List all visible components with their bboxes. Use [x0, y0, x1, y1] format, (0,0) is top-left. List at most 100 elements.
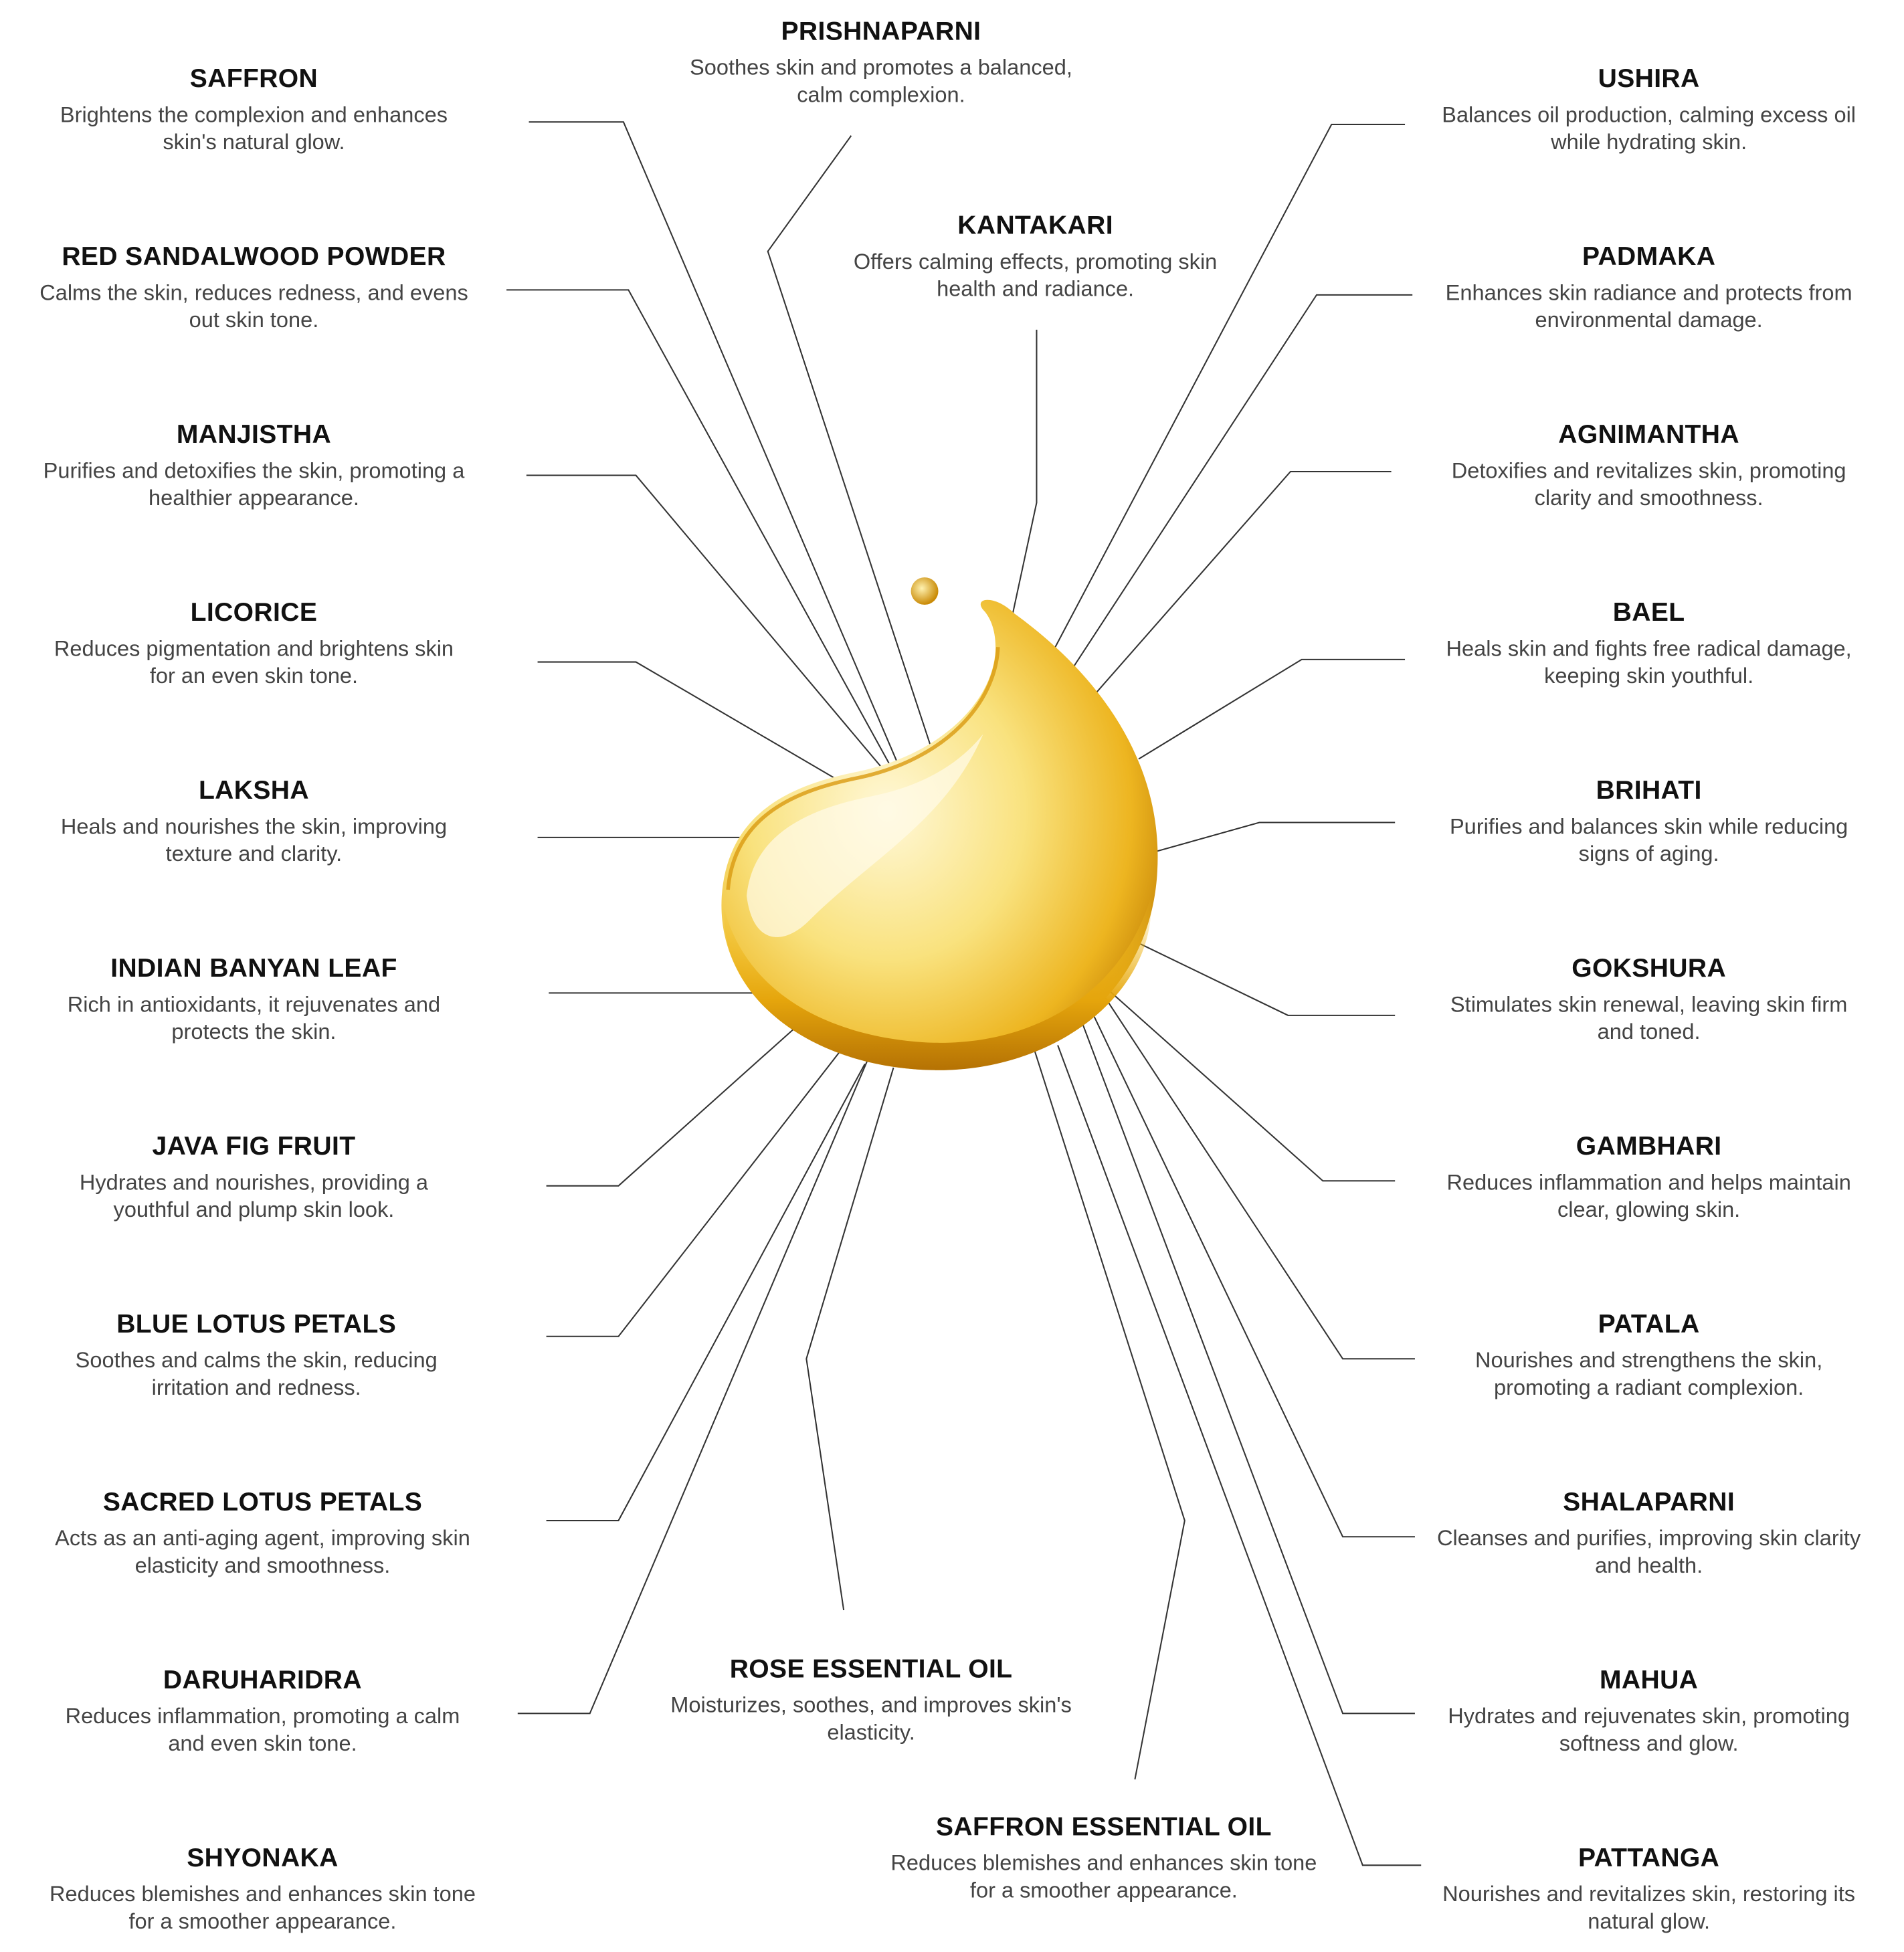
description-line: Reduces inflammation, promoting a calm [65, 1703, 460, 1729]
ingredient-description: Detoxifies and revitalizes skin, promoti… [1452, 457, 1846, 512]
ingredient-sacred-lotus-petals: SACRED LOTUS PETALS Acts as an anti-aging… [55, 1487, 470, 1579]
ingredient-padmaka: PADMAKA Enhances skin radiance and protec… [1446, 241, 1852, 334]
oil-droplet [721, 577, 1158, 1070]
ingredient-title: ROSE ESSENTIAL OIL [729, 1654, 1013, 1684]
description-line: promoting a radiant complexion. [1494, 1375, 1804, 1400]
oil-droplet-highlight [747, 734, 983, 937]
description-line: elasticity. [827, 1719, 915, 1745]
connector-line [1069, 294, 1413, 673]
ingredient-laksha: LAKSHA Heals and nourishes the skin, impr… [61, 775, 447, 868]
connector-line [526, 474, 907, 797]
ingredient-description: Reduces pigmentation and brightens skin f… [54, 635, 454, 690]
oil-droplet-body [721, 599, 1158, 1070]
ingredient-title: GAMBHARI [1576, 1132, 1722, 1161]
ingredient-title: BLUE LOTUS PETALS [116, 1310, 397, 1339]
ingredient-description: Reduces blemishes and enhances skin tone… [50, 1880, 476, 1935]
description-line: Hydrates and nourishes, providing a [79, 1169, 429, 1195]
connector-line [546, 1051, 841, 1337]
description-line: for a smoother appearance. [969, 1877, 1238, 1903]
connector-line [1138, 658, 1406, 760]
connector-line [1057, 1045, 1422, 1866]
description-line: clarity and smoothness. [1534, 485, 1764, 510]
description-line: Hydrates and rejuvenates skin, promoting [1448, 1703, 1850, 1729]
description-line: clear, glowing skin. [1557, 1197, 1741, 1222]
ingredient-description: Purifies and balances skin while reducin… [1450, 813, 1848, 868]
oil-droplet-shadow [724, 896, 1151, 1070]
connector-line [1088, 1005, 1415, 1538]
ingredient-description: Offers calming effects, promoting skin he… [854, 248, 1217, 302]
ingredient-title: BAEL [1612, 598, 1685, 627]
connector-line [767, 135, 932, 747]
ingredient-bael: BAEL Heals skin and fights free radical d… [1446, 597, 1852, 690]
description-line: Rich in antioxidants, it rejuvenates and [67, 991, 441, 1017]
ingredient-title: PATALA [1598, 1310, 1700, 1339]
ingredient-brihati: BRIHATI Purifies and balances skin while … [1450, 775, 1848, 868]
description-line: Moisturizes, soothes, and improves skin'… [670, 1692, 1072, 1717]
ingredient-title: SACRED LOTUS PETALS [102, 1488, 423, 1517]
ingredient-prishnaparni: PRISHNAPARNI Soothes skin and promotes a … [690, 16, 1072, 108]
description-line: Purifies and detoxifies the skin, promot… [43, 458, 465, 483]
ingredient-shalaparni: SHALAPARNI Cleanses and purifies, improvi… [1437, 1487, 1861, 1579]
ingredient-description: Reduces inflammation and helps maintain c… [1446, 1169, 1850, 1224]
connector-line [506, 289, 894, 772]
description-line: Cleanses and purifies, improving skin cl… [1437, 1525, 1861, 1551]
ingredient-description: Nourishes and strengthens the skin, promo… [1475, 1347, 1822, 1401]
ingredient-title: INDIAN BANYAN LEAF [110, 954, 397, 983]
connector-line [546, 1063, 866, 1522]
description-line: and even skin tone. [168, 1731, 357, 1756]
ingredient-description: Acts as an anti-aging agent, improving s… [55, 1525, 470, 1579]
ingredient-title: JAVA FIG FRUIT [152, 1132, 356, 1161]
ingredient-description: Balances oil production, calming excess … [1442, 101, 1856, 156]
connector-line [1107, 989, 1396, 1182]
description-line: irritation and redness. [151, 1375, 361, 1400]
ingredient-title: BRIHATI [1596, 776, 1702, 805]
ingredient-red-sandalwood-powder: RED SANDALWOOD POWDER Calms the skin, red… [39, 241, 468, 334]
description-line: healthier appearance. [149, 485, 359, 510]
description-line: and toned. [1597, 1019, 1701, 1044]
description-line: calm complexion. [797, 82, 965, 107]
description-line: and health. [1595, 1553, 1703, 1578]
description-line: Balances oil production, calming excess … [1442, 102, 1857, 127]
ingredient-description: Hydrates and nourishes, providing a youth… [80, 1169, 428, 1224]
ingredient-description: Reduces inflammation, promoting a calm an… [66, 1702, 460, 1757]
ingredient-title: MANJISTHA [176, 420, 332, 450]
ingredient-description: Moisturizes, soothes, and improves skin'… [670, 1691, 1072, 1746]
small-oil-drop [911, 577, 939, 605]
ingredient-description: Heals skin and fights free radical damag… [1446, 635, 1852, 690]
ingredient-title: PADMAKA [1582, 242, 1716, 272]
description-line: softness and glow. [1559, 1731, 1739, 1756]
ingredient-title: SAFFRON [189, 64, 318, 94]
ingredient-saffron: SAFFRON Brightens the complexion and enha… [60, 64, 448, 156]
description-line: Soothes and calms the skin, reducing [75, 1347, 438, 1373]
ingredient-title: GOKSHURA [1572, 954, 1727, 983]
description-line: Reduces blemishes and enhances skin tone [890, 1850, 1317, 1876]
ingredient-title: LICORICE [190, 598, 318, 627]
ingredient-title: LAKSHA [198, 776, 309, 805]
connector-line [537, 661, 909, 822]
ingredient-gambhari: GAMBHARI Reduces inflammation and helps m… [1446, 1131, 1850, 1224]
description-line: Acts as an anti-aging agent, improving s… [55, 1525, 470, 1551]
ingredient-manjistha: MANJISTHA Purifies and detoxifies the ski… [43, 419, 465, 512]
ingredient-description: Reduces blemishes and enhances skin tone… [890, 1849, 1317, 1904]
ingredient-description: Enhances skin radiance and protects from… [1446, 279, 1852, 334]
description-line: Nourishes and revitalizes skin, restorin… [1442, 1881, 1856, 1907]
connector-line [1032, 1045, 1185, 1780]
connector-line [1157, 821, 1396, 852]
description-line: youthful and plump skin look. [113, 1197, 395, 1222]
ingredient-title: DARUHARIDRA [163, 1666, 362, 1695]
description-line: Purifies and balances skin while reducin… [1449, 813, 1848, 839]
ingredient-title: KANTAKARI [957, 211, 1113, 240]
ingredient-indian-banyan-leaf: INDIAN BANYAN LEAF Rich in antioxidants, … [68, 953, 440, 1046]
description-line: Calms the skin, reduces redness, and eve… [39, 280, 468, 305]
ingredient-java-fig-fruit: JAVA FIG FRUIT Hydrates and nourishes, pr… [80, 1131, 428, 1224]
description-line: Heals skin and fights free radical damag… [1446, 636, 1852, 661]
description-line: Nourishes and strengthens the skin, [1474, 1347, 1823, 1373]
connector-line [1078, 1013, 1415, 1715]
ingredient-description: Brightens the complexion and enhances ski… [60, 101, 448, 156]
description-line: Reduces inflammation and helps maintain [1446, 1169, 1851, 1195]
description-line: Offers calming effects, promoting skin [853, 249, 1218, 274]
description-line: while hydrating skin. [1551, 129, 1747, 155]
connector-line [1103, 995, 1415, 1360]
